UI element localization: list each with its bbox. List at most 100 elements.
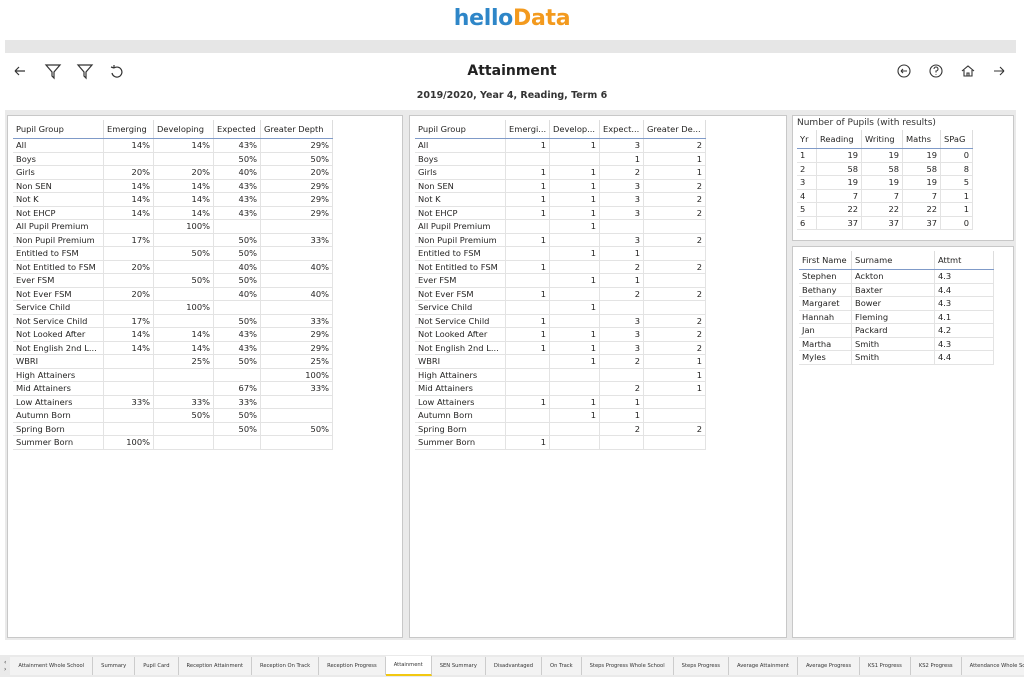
table-cell xyxy=(103,354,154,369)
table-cell: 1 xyxy=(505,179,550,193)
pupils-panel: Number of Pupils (with results) Yr Readin… xyxy=(792,115,1014,241)
report-tab[interactable]: Reception On Track xyxy=(252,657,320,675)
table-cell: 1 xyxy=(599,246,644,261)
report-tab[interactable]: Attainment xyxy=(385,656,432,676)
table-cell xyxy=(260,300,333,315)
table-cell: 22 xyxy=(816,202,862,217)
table-row: Entitled to FSM 1 1 xyxy=(415,246,706,261)
table: Pupil Group Emergi... Develop... Expect... G… xyxy=(415,120,706,450)
table-cell: 1 xyxy=(505,260,550,274)
pupils-title: Number of Pupils (with results) xyxy=(797,118,936,128)
table-cell: 2 xyxy=(797,162,817,176)
table-row: WBRI 25% 50% 25% xyxy=(13,354,333,369)
report-tab[interactable]: On Track xyxy=(542,657,582,675)
table-cell xyxy=(260,408,333,423)
home-button[interactable] xyxy=(961,65,975,77)
table-cell: All xyxy=(415,138,506,153)
table-cell: Mid Attainers xyxy=(13,381,104,396)
table-cell: 1 xyxy=(505,287,550,301)
table-cell xyxy=(549,287,600,301)
report-tab[interactable]: Summary xyxy=(93,657,136,675)
table-row: Not EHCP 14% 14% 43% 29% xyxy=(13,206,333,220)
table-row: Margaret Bower 4.3 xyxy=(799,296,994,311)
table-cell: 1 xyxy=(505,327,550,342)
table-cell xyxy=(153,260,214,274)
table-row: All 1 1 3 2 xyxy=(415,138,706,153)
table-cell: 37 xyxy=(816,216,862,230)
table-row: Spring Born 2 2 xyxy=(415,422,706,436)
report-tab[interactable]: Average Progress xyxy=(797,657,861,675)
report-tab[interactable]: KS1 Progress xyxy=(860,657,911,675)
report-tab[interactable]: Attainment Whole School xyxy=(10,657,94,675)
report-tab[interactable]: Steps Progress xyxy=(673,657,729,675)
table-cell: Not K xyxy=(415,192,506,207)
table-cell: Autumn Born xyxy=(415,408,506,423)
table-cell: 2 xyxy=(643,341,706,355)
table-cell: 1 xyxy=(549,327,600,342)
tab-scroll[interactable]: ‹ › xyxy=(4,659,7,673)
report-tab[interactable]: SEN Summary xyxy=(431,657,486,675)
table-cell xyxy=(549,435,600,450)
table-cell: Entitled to FSM xyxy=(415,246,506,261)
table-row: Girls 20% 20% 40% 20% xyxy=(13,165,333,180)
report-tab[interactable]: Disadvantaged xyxy=(485,657,543,675)
table-row: Ever FSM 1 1 xyxy=(415,273,706,288)
table-cell: 33% xyxy=(153,395,214,409)
table-row: Not K 14% 14% 43% 29% xyxy=(13,192,333,207)
next-button[interactable] xyxy=(994,66,1005,76)
table-row: Not Looked After 14% 14% 43% 29% xyxy=(13,327,333,342)
back-button[interactable] xyxy=(14,66,25,76)
table-cell: 1 xyxy=(940,202,973,217)
table-cell: 3 xyxy=(797,175,817,190)
table-cell: 1 xyxy=(549,408,600,423)
table-cell: 58 xyxy=(902,162,941,176)
table-cell xyxy=(643,219,706,234)
column-header: Pupil Group xyxy=(13,120,104,139)
table-cell: 5 xyxy=(940,175,973,190)
report-tab[interactable]: KS2 Progress xyxy=(910,657,962,675)
table-cell: Not Service Child xyxy=(13,314,104,328)
table-cell: 2 xyxy=(643,314,706,328)
table-cell: 3 xyxy=(599,314,644,328)
report-tab[interactable]: Reception Attainment xyxy=(178,657,253,675)
table-cell xyxy=(505,152,550,166)
table-cell xyxy=(103,246,154,261)
table-cell: 1 xyxy=(549,354,600,369)
table-cell: 29% xyxy=(260,327,333,342)
table-cell: 1 xyxy=(549,206,600,220)
toolbar-right xyxy=(897,64,1005,78)
table-cell xyxy=(643,246,706,261)
table-cell: Girls xyxy=(13,165,104,180)
report-tab[interactable]: Pupil Card xyxy=(135,657,179,675)
table-cell: 1 xyxy=(643,368,706,382)
table-cell: 100% xyxy=(260,368,333,382)
table-cell xyxy=(599,300,644,315)
table-cell: 14% xyxy=(153,206,214,220)
table-cell: 19 xyxy=(861,148,903,163)
previous-button[interactable] xyxy=(897,64,911,78)
report-tab[interactable]: Attendance Whole Sc... xyxy=(961,657,1024,675)
table-cell: 58 xyxy=(861,162,903,176)
filter-clear-button[interactable] xyxy=(76,64,94,80)
table-cell: Packard xyxy=(851,323,935,338)
table-cell: 29% xyxy=(260,341,333,355)
table-cell: 14% xyxy=(103,192,154,207)
report-tab[interactable]: Reception Progress xyxy=(319,657,386,675)
report-tab[interactable]: Average Attainment xyxy=(728,657,798,675)
table-row: All 14% 14% 43% 29% xyxy=(13,138,333,153)
column-header: Develop... xyxy=(549,120,600,139)
reset-button[interactable] xyxy=(110,65,123,78)
table-cell xyxy=(153,152,214,166)
table-cell: Boys xyxy=(415,152,506,166)
table-cell: 58 xyxy=(816,162,862,176)
table-row: High Attainers 1 xyxy=(415,368,706,382)
table-cell: 20% xyxy=(103,287,154,301)
report-tab[interactable]: Steps Progress Whole School xyxy=(581,657,674,675)
filter-button[interactable] xyxy=(44,64,62,80)
help-button[interactable] xyxy=(929,64,943,78)
table-cell: 2 xyxy=(643,138,706,153)
table-cell: 14% xyxy=(103,327,154,342)
table-cell xyxy=(153,314,214,328)
table-cell: Myles xyxy=(799,350,852,365)
table-cell xyxy=(213,219,261,234)
